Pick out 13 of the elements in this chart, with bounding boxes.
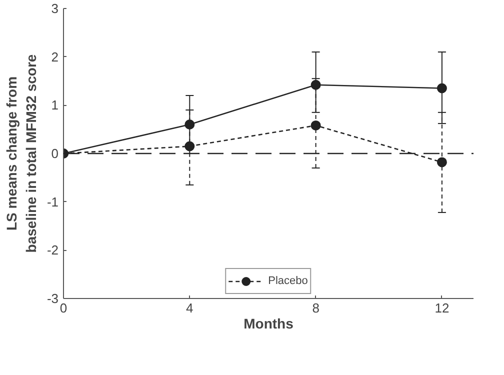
x-tick-label: 4 <box>186 300 194 316</box>
x-axis-title: Months <box>244 316 294 332</box>
x-tick-label: 12 <box>434 300 450 316</box>
legend-label: Placebo <box>268 275 308 287</box>
x-tick-label: 8 <box>312 300 320 316</box>
y-axis-title: LS means change from baseline in total MFM32 score <box>4 54 39 253</box>
y-tick-label: -3 <box>46 291 59 306</box>
y-tick-label: 2 <box>51 49 59 64</box>
y-tick-label: -1 <box>46 194 59 210</box>
y-tick-label: -2 <box>46 242 59 258</box>
y-tick-label: 1 <box>51 98 59 113</box>
y-tick-label: 0 <box>51 146 59 161</box>
y-tick-label: 3 <box>51 1 59 16</box>
